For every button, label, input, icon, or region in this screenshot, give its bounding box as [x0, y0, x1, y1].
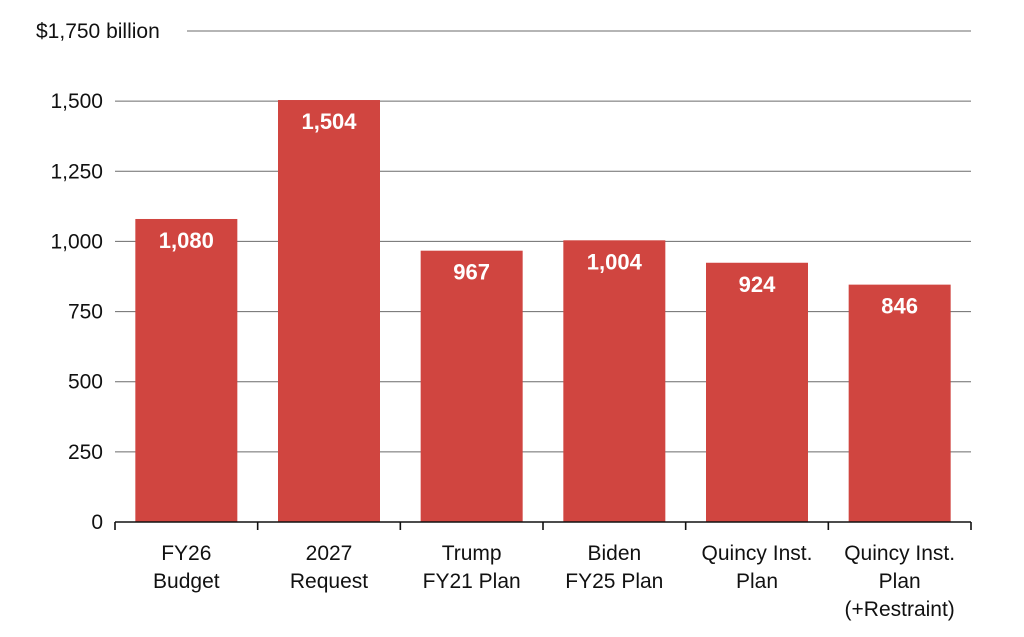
x-axis [114, 521, 972, 530]
bar-value-label-6: 846 [881, 294, 918, 319]
gridlines [115, 30, 971, 453]
y-tick-label-1250: 1,250 [50, 160, 103, 183]
bar-value-label-1: 1,080 [159, 228, 214, 253]
y-tick-label-1750: $1,750 billion [36, 20, 160, 43]
category-label-6: Quincy Inst. Plan (+Restraint) [844, 542, 955, 621]
bar-data-labels: 1,080 1,504 967 1,004 924 846 [159, 109, 918, 319]
y-tick-label-1000: 1,000 [50, 230, 103, 253]
x-axis-category-labels: FY26 Budget 2027 Request Trump FY21 Plan Biden… [153, 542, 955, 621]
bar-6 [848, 284, 951, 522]
bar-value-label-5: 924 [739, 272, 776, 297]
y-tick-label-1500: 1,500 [50, 90, 103, 113]
y-tick-label-500: 500 [68, 371, 103, 394]
y-axis-tick-labels: 0 250 500 750 1,000 1,250 1,500 $1,750 billion [36, 20, 160, 534]
category-label-5: Quincy Inst. Plan [702, 542, 813, 593]
bar-value-label-3: 967 [453, 260, 490, 285]
bar-2 [278, 100, 380, 522]
bar-4 [563, 240, 666, 523]
bar-value-label-2: 1,504 [301, 109, 357, 134]
y-tick-label-750: 750 [68, 301, 103, 324]
bar-3 [420, 250, 523, 522]
bar-value-label-4: 1,004 [587, 249, 643, 274]
category-label-3: Trump FY21 Plan [423, 542, 521, 593]
category-label-4: Biden FY25 Plan [565, 542, 663, 593]
y-tick-label-250: 250 [68, 441, 103, 464]
category-label-2: 2027 Request [290, 542, 368, 593]
y-tick-label-0: 0 [91, 511, 103, 534]
category-label-1: FY26 Budget [153, 542, 220, 593]
bar-5 [706, 262, 808, 522]
bars [135, 100, 951, 523]
bar-1 [135, 218, 238, 523]
